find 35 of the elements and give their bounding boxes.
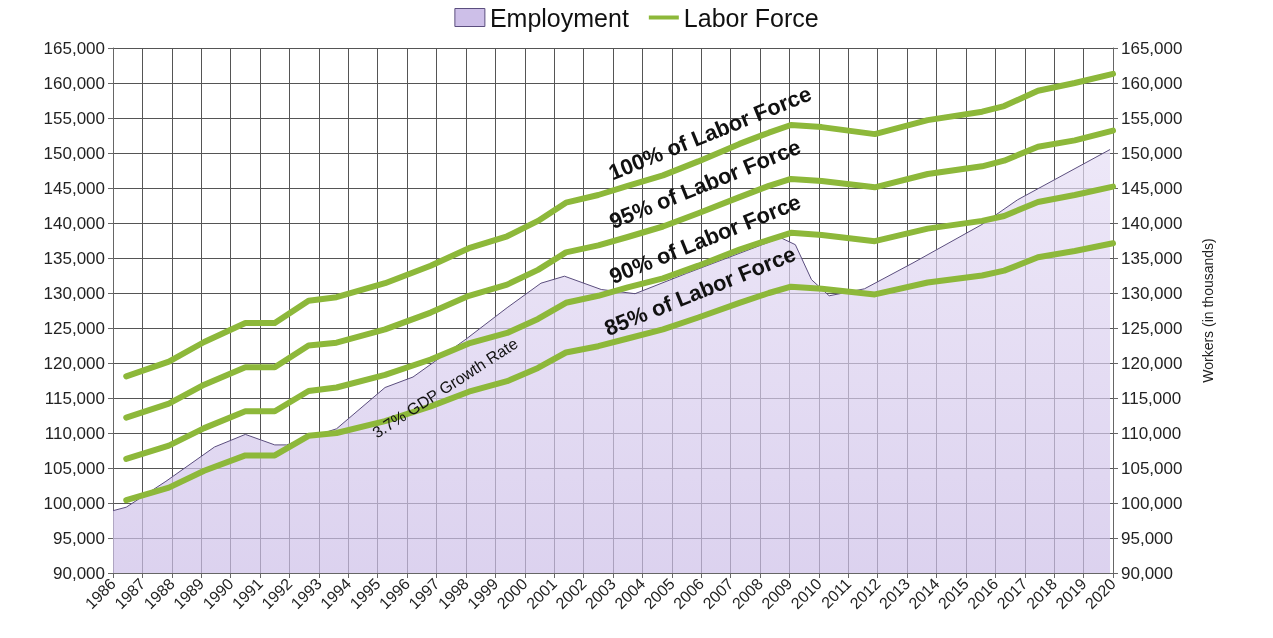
legend-label: Employment [489,3,629,32]
y2-tick-label: 105,000 [1121,458,1183,478]
y2-tick-label: 120,000 [1121,353,1183,373]
y-tick-label: 105,000 [43,458,105,478]
y2-tick-label: 100,000 [1121,493,1183,513]
y-tick-label: 135,000 [43,248,105,268]
legend-label: Labor Force [683,3,819,32]
y-tick-label: 115,000 [44,388,105,408]
y2-tick-label: 110,000 [1121,423,1182,443]
y2-tick-label: 150,000 [1121,143,1183,163]
y-tick-label: 160,000 [43,73,105,93]
y2-axis-title: Workers (in thousands) [1200,238,1216,383]
y-tick-label: 140,000 [43,213,105,233]
y2-tick-label: 90,000 [1121,563,1173,583]
y2-tick-label: 145,000 [1121,178,1183,198]
y-tick-label: 90,000 [53,563,105,583]
y-tick-label: 125,000 [43,318,105,338]
y-tick-label: 100,000 [43,493,105,513]
y2-tick-label: 160,000 [1121,73,1183,93]
y-tick-label: 155,000 [43,108,105,128]
y2-tick-label: 115,000 [1121,388,1182,408]
y-tick-label: 110,000 [44,423,105,443]
y-tick-label: 145,000 [43,178,105,198]
y2-tick-label: 95,000 [1121,528,1173,548]
y2-tick-label: 155,000 [1121,108,1183,128]
y2-tick-label: 135,000 [1121,248,1183,268]
y2-tick-label: 125,000 [1121,318,1183,338]
y-tick-label: 165,000 [43,38,105,58]
y2-tick-label: 140,000 [1121,213,1183,233]
y-tick-label: 130,000 [43,283,105,303]
y-tick-label: 120,000 [43,353,105,373]
y2-tick-label: 165,000 [1121,38,1183,58]
y2-tick-label: 130,000 [1121,283,1183,303]
y-tick-label: 150,000 [43,143,105,163]
y-tick-label: 95,000 [53,528,105,548]
